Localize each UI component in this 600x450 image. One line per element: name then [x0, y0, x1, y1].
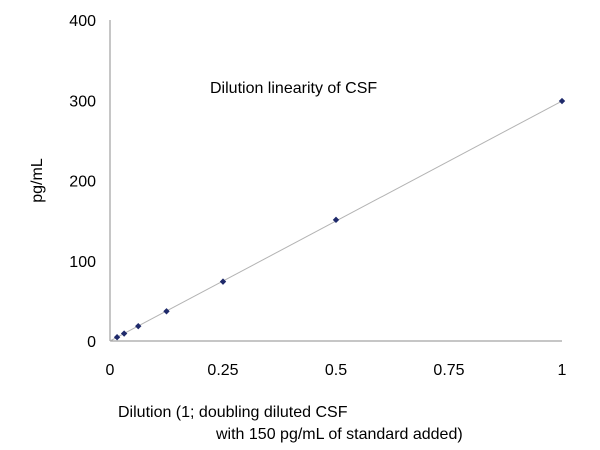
y-tick-label: 300	[69, 93, 96, 110]
x-tick-labels: 0 0.25 0.5 0.75 1	[106, 362, 567, 379]
y-tick-labels: 0 100 200 300 400	[69, 13, 96, 351]
data-point	[558, 97, 566, 105]
chart-title: Dilution linearity of CSF	[210, 80, 377, 97]
data-points	[113, 97, 566, 341]
x-axis-title-line-1: Dilution (1; doubling diluted CSF	[118, 404, 348, 421]
x-tick-label: 0	[106, 362, 115, 379]
x-tick-label: 0.25	[207, 362, 238, 379]
x-tick-label: 0.75	[433, 362, 464, 379]
x-tick-label: 0.5	[325, 362, 347, 379]
x-tick-label: 1	[558, 362, 567, 379]
data-point	[219, 278, 227, 285]
data-point	[332, 216, 340, 224]
data-point	[120, 330, 128, 337]
y-tick-label: 200	[69, 174, 96, 191]
y-tick-label: 100	[69, 254, 96, 271]
y-tick-label: 0	[87, 334, 96, 351]
y-axis-title: pg/mL	[29, 158, 46, 203]
data-point	[163, 308, 170, 315]
x-axis-title-line-2: with 150 pg/mL of standard added)	[215, 426, 463, 443]
data-point	[135, 322, 142, 330]
data-point	[113, 334, 121, 341]
y-tick-label: 400	[69, 13, 96, 30]
axes-layer	[109, 20, 562, 342]
